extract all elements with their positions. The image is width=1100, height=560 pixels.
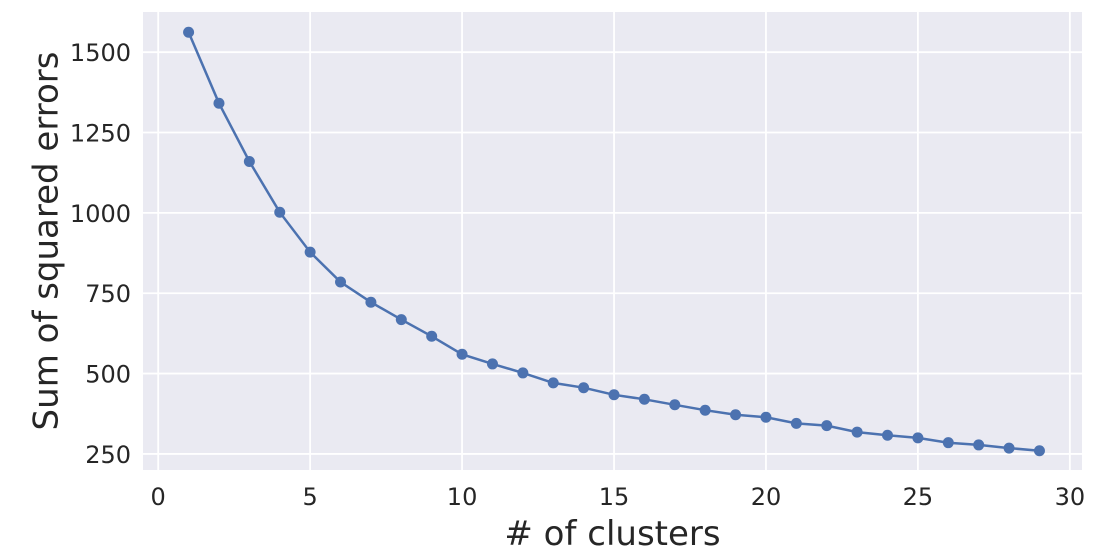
x-tick-label: 10: [447, 483, 478, 511]
y-axis-label: Sum of squared errors: [27, 52, 67, 431]
plot-area: [143, 12, 1082, 470]
x-tick-label: 5: [302, 483, 317, 511]
data-point: [547, 377, 559, 389]
data-point: [243, 155, 255, 167]
data-point: [973, 439, 985, 451]
data-point: [608, 389, 620, 401]
x-tick-label: 15: [599, 483, 630, 511]
data-point: [821, 420, 833, 432]
data-point: [760, 411, 772, 423]
data-point: [882, 429, 894, 441]
y-tick-label: 1500: [70, 39, 131, 67]
x-tick-label: 0: [151, 483, 166, 511]
data-point: [578, 382, 590, 394]
data-point: [517, 367, 529, 379]
data-point: [1003, 442, 1015, 454]
data-point: [730, 409, 742, 421]
data-point: [213, 97, 225, 109]
data-point: [426, 330, 438, 342]
data-point: [486, 358, 498, 370]
data-point: [942, 437, 954, 449]
y-tick-label: 750: [85, 280, 131, 308]
y-tick-labels: 250 500 750 1000 1250 1500: [70, 39, 131, 469]
data-point: [456, 348, 468, 360]
x-tick-label: 20: [751, 483, 782, 511]
data-point: [183, 26, 195, 38]
data-point: [638, 393, 650, 405]
data-point: [851, 426, 863, 438]
y-tick-label: 250: [85, 441, 131, 469]
data-points: [183, 26, 1045, 457]
x-tick-label: 25: [903, 483, 934, 511]
data-point: [395, 314, 407, 326]
data-point: [365, 296, 377, 308]
data-point: [790, 417, 802, 429]
data-point: [669, 399, 681, 411]
x-axis-label: # of clusters: [504, 514, 720, 554]
x-tick-label: 30: [1055, 483, 1086, 511]
data-point: [304, 246, 316, 258]
data-point: [912, 432, 924, 444]
data-point: [1033, 445, 1045, 457]
y-tick-label: 1000: [70, 200, 131, 228]
data-point: [274, 206, 286, 218]
grid-lines: [143, 12, 1082, 470]
y-tick-label: 500: [85, 361, 131, 389]
data-point: [335, 276, 347, 288]
x-tick-labels: 0 5 10 15 20 25 30: [151, 483, 1086, 511]
data-point: [699, 404, 711, 416]
y-tick-label: 1250: [70, 120, 131, 148]
